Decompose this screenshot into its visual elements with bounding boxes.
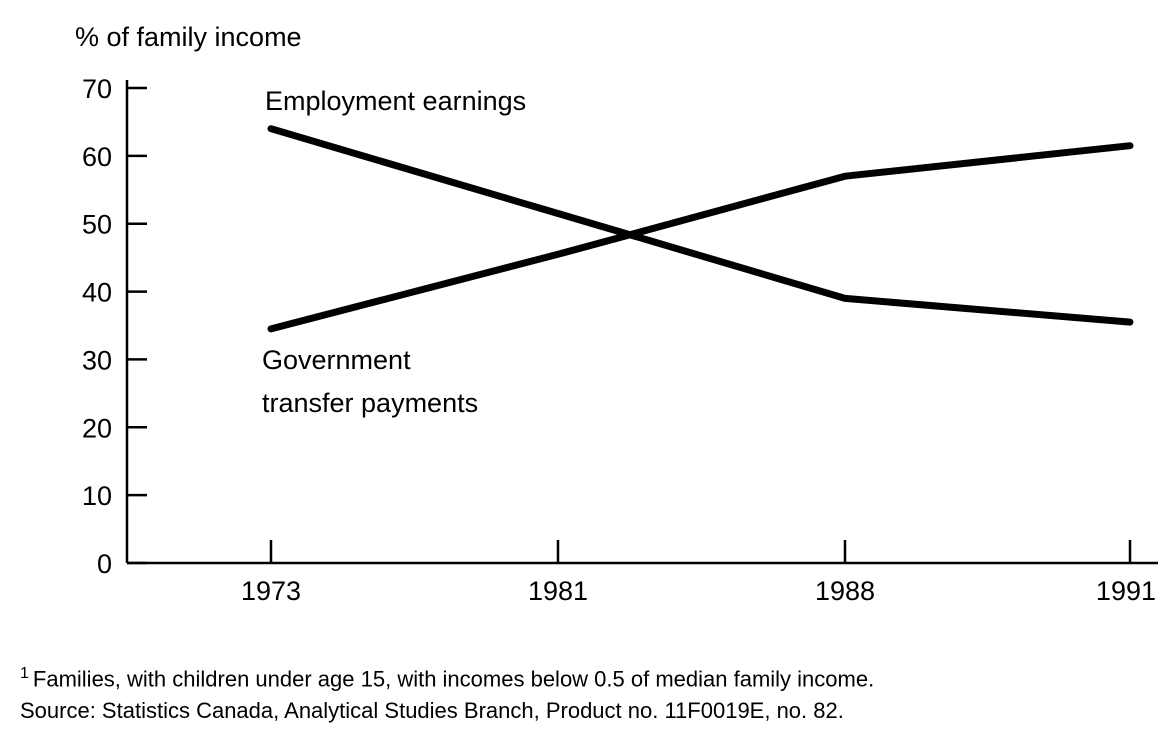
- footnote-marker: 1: [20, 665, 29, 682]
- series-label-1-line-0: Government: [262, 345, 411, 375]
- y-tick-label-40: 40: [82, 278, 112, 308]
- chart-notes: 1 Families, with children under age 15, w…: [20, 658, 874, 727]
- y-tick-label-70: 70: [82, 74, 112, 104]
- x-tick-label-1991: 1991: [1096, 576, 1156, 606]
- y-tick-label-30: 30: [82, 345, 112, 375]
- y-tick-label-20: 20: [82, 413, 112, 443]
- footnote: 1 Families, with children under age 15, w…: [20, 658, 874, 695]
- y-tick-label-10: 10: [82, 481, 112, 511]
- y-tick-label-50: 50: [82, 210, 112, 240]
- x-tick-label-1988: 1988: [815, 576, 875, 606]
- series-line-0: [267, 125, 1134, 326]
- source-note: Source: Statistics Canada, Analytical St…: [20, 698, 844, 724]
- y-tick-label-0: 0: [97, 549, 112, 579]
- x-tick-label-1981: 1981: [528, 576, 588, 606]
- series-label-1-line-1: transfer payments: [262, 388, 478, 418]
- series-label-0-line-0: Employment earnings: [265, 86, 526, 116]
- y-axis-label: % of family income: [75, 22, 302, 52]
- y-tick-label-60: 60: [82, 142, 112, 172]
- footnote-text: Families, with children under age 15, wi…: [32, 666, 875, 692]
- series-line-1: [267, 142, 1134, 333]
- x-tick-label-1973: 1973: [241, 576, 301, 606]
- line-chart: % of family income 0 10 20 30 40 50 60 70 1973 1…: [75, 22, 1158, 606]
